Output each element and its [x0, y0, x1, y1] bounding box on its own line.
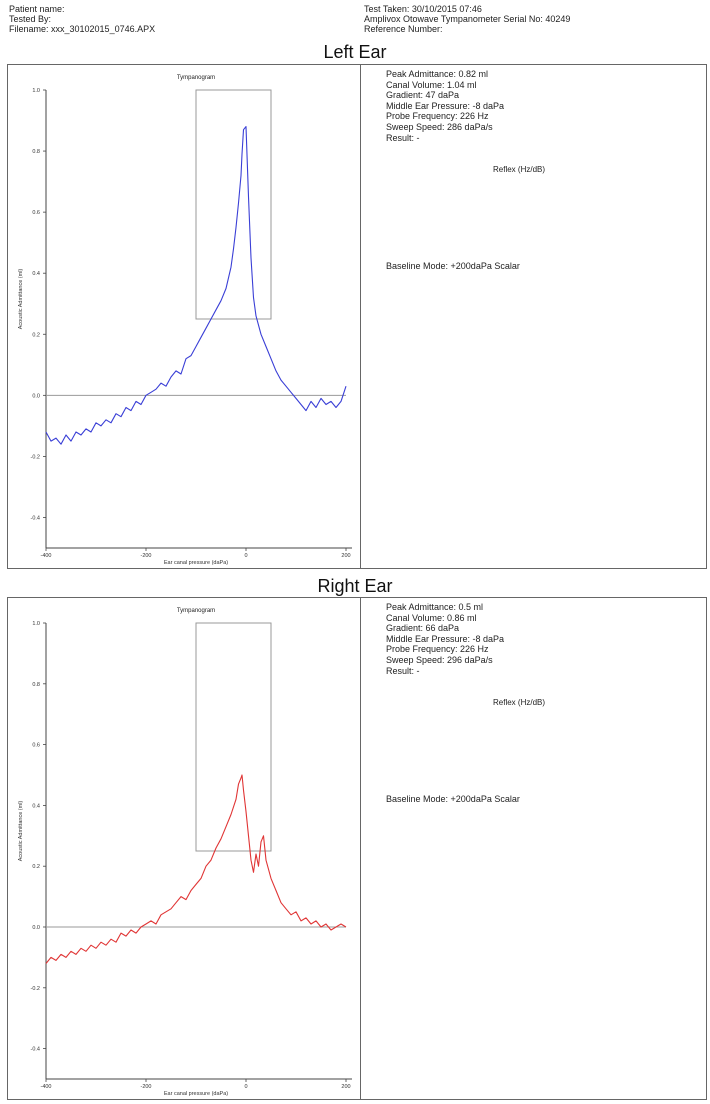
chart0-y-tick-label: 0.4	[32, 271, 40, 277]
chart0-y-tick-label: 0.0	[32, 393, 40, 399]
right-peak-admittance: Peak Admittance: 0.5 ml	[386, 602, 484, 612]
left-chart-panel: Tympanogram 1.0 0.8 0.6 0.4 0.2 0.0 -0.2 -0.4 -40…	[8, 65, 361, 568]
right-reflex-label: Reflex (Hz/dB)	[493, 698, 546, 707]
left-ear-title: Left Ear	[323, 42, 387, 62]
right-chart-panel: Tympanogram 1.0 0.8 0.6 0.4 0.2 0.0 -0.2 -0.4 -40…	[8, 598, 361, 1099]
chart1-x-tick-label: 200	[341, 1084, 350, 1090]
left-gradient: Gradient: 47 daPa	[386, 90, 460, 101]
chart0-y-tick-label: -0.2	[31, 454, 40, 460]
chart1-title: Tympanogram	[177, 608, 215, 614]
chart0-x-tick-label: 200	[341, 553, 350, 559]
chart1-y-tick-label: -0.2	[31, 986, 40, 992]
left-measurements: Peak Admittance: 0.82 ml Canal Volume: 1…	[386, 69, 504, 143]
chart1-x-tick-label: -200	[140, 1084, 151, 1090]
right-probe-frequency: Probe Frequency: 226 Hz	[386, 644, 489, 655]
left-reflex-label: Reflex (Hz/dB)	[493, 165, 546, 174]
left-probe-frequency: Probe Frequency: 226 Hz	[386, 111, 489, 122]
chart0-y-tick-label: -0.4	[31, 515, 40, 521]
right-ear-section: Tympanogram 1.0 0.8 0.6 0.4 0.2 0.0 -0.2 -0.4 -40…	[7, 597, 707, 1100]
chart0-x-tick-label: -400	[40, 553, 51, 559]
left-ear-section: Tympanogram 1.0 0.8 0.6 0.4 0.2 0.0 -0.2 -0.4 -40…	[7, 64, 707, 569]
left-peak-admittance: Peak Admittance: 0.82 ml	[386, 69, 489, 79]
filename: Filename: xxx_30102015_0746.APX	[9, 24, 156, 34]
chart1-y-tick-label: 0.4	[32, 803, 40, 809]
chart1-x-axis-label: Ear canal pressure (daPa)	[164, 1091, 228, 1097]
reference-number: Reference Number:	[364, 24, 443, 34]
left-canal-volume: Canal Volume: 1.04 ml	[386, 79, 477, 90]
right-canal-volume: Canal Volume: 0.86 ml	[386, 612, 477, 623]
chart1-y-tick-label: 0.2	[32, 864, 40, 870]
right-sweep-speed: Sweep Speed: 296 daPa/s	[386, 654, 493, 665]
right-gradient: Gradient: 66 daPa	[386, 623, 460, 634]
chart1-normal-region-box	[195, 622, 272, 852]
chart0-x-tick-label: -200	[140, 553, 151, 559]
chart0-y-axis-label: Acoustic Admittance (ml)	[18, 269, 24, 330]
chart0-y-tick-label: 0.6	[32, 210, 40, 216]
right-result: Result: -	[386, 665, 420, 676]
left-result: Result: -	[386, 132, 420, 143]
right-middle-ear-pressure: Middle Ear Pressure: -8 daPa	[386, 633, 505, 644]
chart1-y-axis-label: Acoustic Admittance (ml)	[18, 801, 24, 862]
left-sweep-speed: Sweep Speed: 286 daPa/s	[386, 121, 493, 132]
chart1-y-tick-label: 1.0	[32, 621, 40, 627]
right-tympanogram-chart: Tympanogram 1.0 0.8 0.6 0.4 0.2 0.0 -0.2 -0.4 -40…	[18, 608, 352, 1097]
chart0-title: Tympanogram	[177, 75, 215, 81]
chart0-normal-region-box	[195, 89, 272, 320]
tested-by: Tested By:	[9, 14, 52, 24]
test-header: Test Taken: 30/10/2015 07:46 Amplivox Ot…	[364, 4, 570, 34]
chart1-y-tick-label: 0.6	[32, 743, 40, 749]
left-middle-ear-pressure: Middle Ear Pressure: -8 daPa	[386, 100, 505, 111]
chart1-x-tick-label: -400	[40, 1084, 51, 1090]
chart0-y-tick-label: 0.2	[32, 332, 40, 338]
chart1-x-tick-label: 0	[244, 1084, 247, 1090]
chart1-y-tick-label: -0.4	[31, 1047, 40, 1053]
chart0-x-tick-label: 0	[244, 553, 247, 559]
chart0-x-axis-label: Ear canal pressure (daPa)	[164, 560, 228, 566]
left-tympanogram-chart: Tympanogram 1.0 0.8 0.6 0.4 0.2 0.0 -0.2 -0.4 -40…	[18, 75, 352, 566]
chart0-y-tick-label: 0.8	[32, 149, 40, 155]
right-ear-title: Right Ear	[317, 576, 393, 596]
patient-name: Patient name:	[9, 4, 65, 14]
left-baseline-mode: Baseline Mode: +200daPa Scalar	[386, 261, 520, 271]
right-measurements: Peak Admittance: 0.5 ml Canal Volume: 0.…	[386, 602, 504, 676]
chart1-y-tick-label: 0.0	[32, 925, 40, 931]
test-taken: Test Taken: 30/10/2015 07:46	[364, 4, 482, 14]
chart1-y-tick-label: 0.8	[32, 682, 40, 688]
chart1-series-line-0	[45, 774, 347, 964]
chart0-y-tick-label: 1.0	[32, 88, 40, 94]
instrument-serial: Amplivox Otowave Tympanometer Serial No:…	[364, 14, 571, 24]
right-baseline-mode: Baseline Mode: +200daPa Scalar	[386, 794, 520, 804]
patient-header: Patient name: Tested By: Filename: xxx_3…	[9, 4, 155, 34]
chart0-series-line-0	[45, 126, 347, 445]
